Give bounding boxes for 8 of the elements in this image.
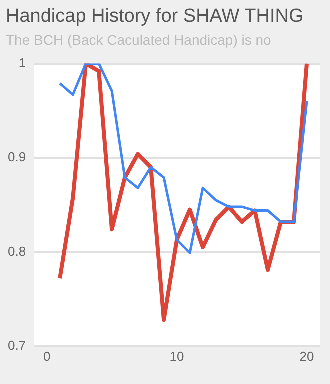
y-tick-label: 0.8 <box>8 244 26 259</box>
x-tick-label: 10 <box>170 348 184 364</box>
y-tick-label: 1 <box>18 55 26 70</box>
x-tick-label: 20 <box>300 348 314 364</box>
y-tick-label: 0.9 <box>8 150 26 165</box>
chart-title: Handicap History for SHAW THING <box>5 5 305 28</box>
x-tick-label: 0 <box>43 348 51 364</box>
y-tick-label: 0.7 <box>8 338 26 353</box>
